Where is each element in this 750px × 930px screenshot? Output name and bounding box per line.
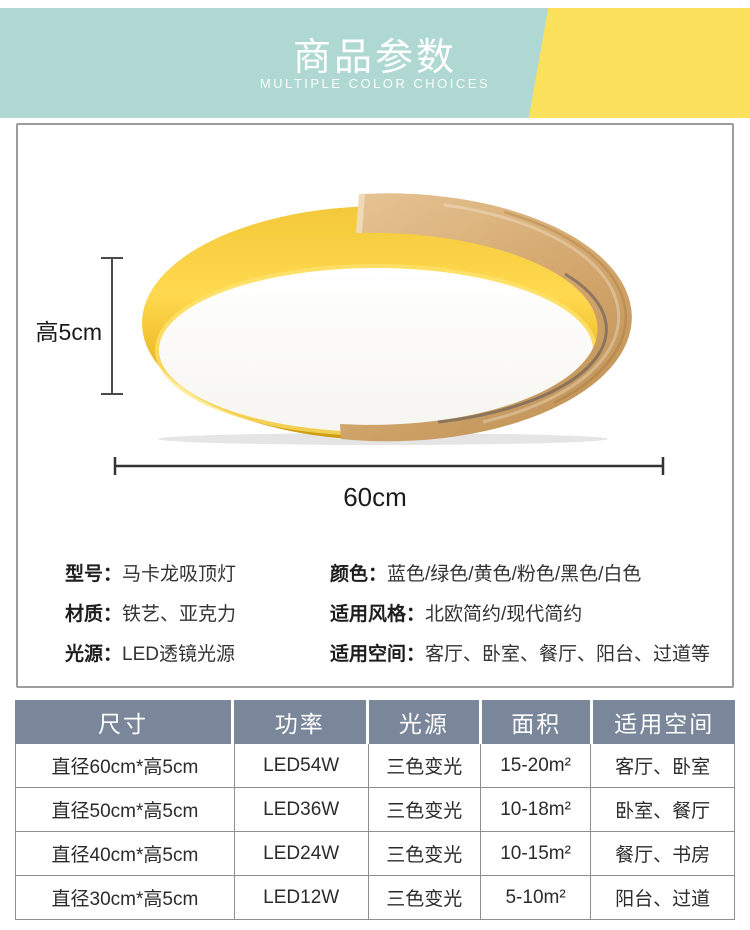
- col-header-rooms: 适用空间: [590, 700, 735, 744]
- spec-row-rooms: 适用空间：客厅、卧室、餐厅、阳台、过道等: [330, 643, 720, 668]
- height-dimension-line: [101, 257, 123, 395]
- spec-table-body: 直径60cm*高5cm LED54W 三色变光 15-20m² 客厅、卧室 直径…: [15, 744, 735, 920]
- table-cell: 10-15m²: [479, 832, 590, 875]
- spec-label: 适用风格：: [330, 604, 426, 625]
- lamp-wood-grain: [443, 203, 621, 424]
- lamp-diffuser: [159, 268, 593, 432]
- header-banner: 商品参数 MULTIPLE COLOR CHOICES: [0, 8, 750, 118]
- table-cell: 直径30cm*高5cm: [51, 889, 199, 910]
- spec-value: 马卡龙吸顶灯: [122, 564, 237, 585]
- spec-value: 北欧简约/现代简约: [425, 604, 583, 625]
- lamp-wood-band: [340, 193, 632, 442]
- height-dimension-label: 高5cm: [35, 319, 102, 345]
- table-cell: 三色变光: [367, 876, 480, 919]
- spec-row-model: 型号：马卡龙吸顶灯: [65, 563, 320, 588]
- table-cell: 三色变光: [367, 788, 480, 831]
- spec-row-style: 适用风格：北欧简约/现代简约: [330, 603, 720, 628]
- table-row: 直径50cm*高5cm LED36W 三色变光 10-18m² 卧室、餐厅: [16, 787, 734, 831]
- table-cell: 阳台、过道: [590, 876, 734, 919]
- table-cell: 直径50cm*高5cm: [51, 801, 199, 822]
- width-dimension-label: 60cm: [343, 482, 407, 512]
- spec-value: 蓝色/绿色/黄色/粉色/黑色/白色: [387, 564, 642, 585]
- spec-value: LED透镜光源: [122, 644, 235, 665]
- table-cell: 三色变光: [367, 744, 480, 787]
- table-cell: 5-10m²: [479, 876, 590, 919]
- lamp-yellow-rim: [142, 206, 624, 440]
- spec-table: 尺寸 功率 光源 面积 适用空间 直径60cm*高5cm LED54W 三色变光…: [15, 700, 735, 920]
- spec-value: 客厅、卧室、餐厅、阳台、过道等: [425, 644, 711, 665]
- table-cell: 客厅、卧室: [590, 744, 734, 787]
- lamp-wood-seam: [437, 272, 608, 424]
- spec-list-right: 颜色：蓝色/绿色/黄色/粉色/黑色/白色 适用风格：北欧简约/现代简约 适用空间…: [330, 563, 720, 683]
- spec-table-header: 尺寸 功率 光源 面积 适用空间: [15, 700, 735, 744]
- width-dimension-line: [113, 457, 665, 475]
- spec-value: 铁艺、亚克力: [122, 604, 237, 625]
- table-row: 直径60cm*高5cm LED54W 三色变光 15-20m² 客厅、卧室: [16, 744, 734, 787]
- product-image-ceiling-lamp: [101, 193, 665, 475]
- table-row: 直径40cm*高5cm LED24W 三色变光 10-15m² 餐厅、书房: [16, 831, 734, 875]
- banner-yellow-accent: [528, 8, 750, 118]
- spec-row-material: 材质：铁艺、亚克力: [65, 603, 320, 628]
- table-cell: LED24W: [233, 832, 368, 875]
- spec-row-lightsource: 光源：LED透镜光源: [65, 643, 320, 668]
- spec-label: 光源：: [65, 644, 123, 665]
- table-cell: 直径60cm*高5cm: [51, 757, 199, 778]
- spec-label: 颜色：: [330, 564, 388, 585]
- spec-label: 型号：: [65, 564, 123, 585]
- col-header-area: 面积: [479, 700, 590, 744]
- col-header-power: 功率: [230, 700, 366, 744]
- col-header-lightsource: 光源: [365, 700, 479, 744]
- table-cell: LED54W: [233, 744, 368, 787]
- product-card: 高5cm 60cm 型号：马卡龙吸顶灯 材质：铁艺、亚克力 光源：LED透镜光源…: [16, 123, 734, 688]
- lamp-wood-grain: [503, 210, 628, 405]
- table-cell: 卧室、餐厅: [590, 788, 734, 831]
- spec-label: 适用空间：: [330, 644, 426, 665]
- table-row: 直径30cm*高5cm LED12W 三色变光 5-10m² 阳台、过道: [16, 875, 734, 919]
- table-cell: 10-18m²: [479, 788, 590, 831]
- table-cell: LED36W: [233, 788, 368, 831]
- table-cell: LED12W: [233, 876, 368, 919]
- spec-list-left: 型号：马卡龙吸顶灯 材质：铁艺、亚克力 光源：LED透镜光源: [65, 563, 320, 683]
- table-cell: 三色变光: [367, 832, 480, 875]
- page-title: 商品参数: [292, 37, 457, 79]
- lamp-wood-cut-edge: [356, 193, 365, 234]
- spec-row-colors: 颜色：蓝色/绿色/黄色/粉色/黑色/白色: [330, 563, 720, 588]
- page-subtitle: MULTIPLE COLOR CHOICES: [259, 76, 491, 91]
- table-cell: 餐厅、书房: [590, 832, 734, 875]
- table-cell: 直径40cm*高5cm: [51, 845, 199, 866]
- table-cell: 15-20m²: [479, 744, 590, 787]
- spec-label: 材质：: [65, 604, 123, 625]
- col-header-size: 尺寸: [97, 711, 148, 737]
